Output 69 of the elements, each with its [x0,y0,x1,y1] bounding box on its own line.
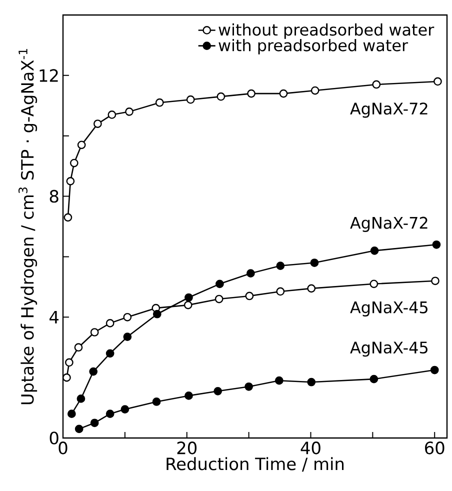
point [106,319,114,328]
point [310,86,320,95]
point [94,120,102,128]
point [246,269,255,278]
annotation: AgNaX-72 [350,102,428,118]
point [244,382,253,391]
point [123,332,132,341]
point [90,418,99,428]
legend-label: without preadsorbed water [218,23,434,39]
y-tick-label: 0 [50,432,58,444]
y-tick-label: 12 [40,69,58,82]
point [76,394,86,403]
point [77,140,86,150]
point [184,392,193,400]
point [216,92,226,101]
point [66,176,75,186]
point [307,378,316,386]
point [70,158,78,168]
point [216,280,224,288]
point [123,312,132,322]
x-axis-title: Reduction Time / min [166,457,344,472]
y-axis-title: Uptake of Hydrogen / cm$^{3}$ STP · g-AgNaX$^{-1}$ [18,48,38,404]
point [430,366,439,374]
point [432,240,441,249]
point [214,294,224,304]
point [276,262,285,270]
point [214,386,222,396]
point [370,280,378,288]
point [74,424,84,434]
point [245,292,254,300]
point [125,108,134,116]
point [276,287,285,296]
point [186,95,195,104]
point [64,213,72,222]
x-tick-label: 0 [58,442,68,454]
x-tick-label: 20 [177,442,197,454]
point [152,310,162,318]
annotation: AgNaX-72 [350,216,428,232]
point [247,89,256,98]
point [434,77,442,86]
point [106,410,114,418]
point [152,398,161,406]
point [370,246,379,255]
x-tick-label: 60 [425,442,444,454]
point [106,349,114,358]
point [274,376,284,385]
point [372,80,381,89]
point [431,276,440,286]
point [279,89,288,98]
annotation: AgNaX-45 [350,342,428,357]
point [90,328,99,336]
point [120,405,130,414]
annotation: AgNaX-45 [350,302,428,316]
point [89,367,98,376]
point [74,343,83,352]
y-tick-label: 4 [50,310,59,324]
legend-label: with preadsorbed water [218,39,408,54]
point [184,300,192,310]
x-tick-label: 40 [300,442,320,454]
point [67,410,76,418]
point [62,373,71,382]
point [184,293,193,302]
point [155,98,164,107]
point [307,284,316,293]
point [65,358,74,367]
point [108,110,116,119]
point [310,258,319,267]
y-tick-label: 8 [50,190,58,203]
point [370,374,378,384]
